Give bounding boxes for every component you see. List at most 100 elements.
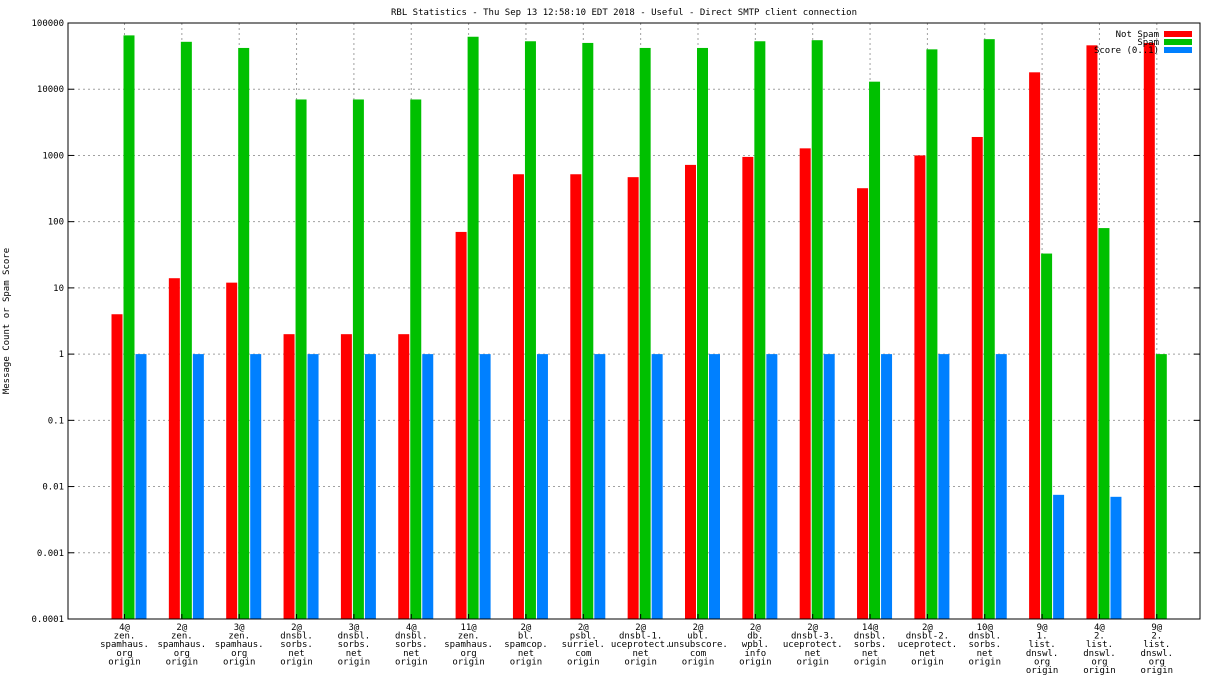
x-tick-label-line: dnswl. [1083,649,1116,659]
score-bar [938,354,950,619]
spam-bar [467,36,479,619]
x-tick-label-line: dnsbl. [280,632,313,642]
spam-bar [180,41,192,620]
y-tick-label: 10000 [37,85,64,95]
x-tick-label-line: wpbl. [742,640,769,650]
y-tick-label: 0.0001 [31,615,64,625]
x-tick-label: 3@ zen. spamhaus. org origin [215,623,264,667]
spam-bar [983,39,995,620]
x-tick-label-line: origin [395,657,428,667]
x-tick-label-line: zen. [458,632,480,642]
x-tick-label-line: com [690,649,706,659]
score-bar [881,354,893,619]
x-tick-label-line: 4@ [406,623,417,633]
x-tick-label-line: 3@ [234,623,245,633]
x-tick-label-line: origin [166,657,199,667]
x-tick-label-line: origin [1083,666,1116,676]
spam-bar [123,35,135,620]
score-bar [709,354,720,619]
score-bar [250,354,262,619]
x-tick-label-line: sorbs. [280,640,313,650]
not-spam-bar [570,174,582,619]
score-bar [995,354,1007,619]
x-tick-label-line: 2. [1094,632,1105,642]
x-tick-label: 11@ zen. spamhaus. org origin [444,623,493,667]
x-tick-label-line: org [231,649,247,659]
score-bar [1053,494,1065,619]
x-tick-label-line: list. [1029,640,1056,650]
spam-bar [238,47,250,619]
legend-swatch [1164,31,1192,37]
x-tick-label-line: net [288,649,304,659]
x-tick-label: 10@ dnsbl. sorbs. net origin [968,623,1001,667]
x-tick-label-line: net [805,649,821,659]
not-spam-bar [1086,45,1098,619]
x-tick-label-line: 4@ [1094,623,1105,633]
x-tick-label-line: 2@ [635,623,646,633]
x-tick-label: 2@ dnsbl-2. uceprotect. net origin [898,623,958,667]
x-tick-label-line: origin [796,657,829,667]
x-tick-label-line: sorbs. [968,640,1001,650]
not-spam-bar [914,155,926,619]
x-tick-label-line: surriel. [562,640,605,650]
score-bar [422,354,434,619]
y-axis-label: Message Count or Spam Score [2,248,12,394]
score-bar [479,354,491,619]
x-tick-label-line: 9@ [1151,623,1162,633]
x-tick-label-line: origin [911,657,944,667]
spam-bar [582,42,594,619]
x-tick-label-line: zen. [171,632,193,642]
x-tick-label-line: origin [338,657,371,667]
not-spam-bar [857,188,869,619]
chart-title: RBL Statistics - Thu Sep 13 12:58:10 EDT… [391,8,857,18]
x-tick-label-line: dnswl. [1141,649,1174,659]
x-tick-label-line: net [919,649,935,659]
x-tick-label: 2@ dnsbl. sorbs. net origin [280,623,313,667]
x-tick-label-line: org [116,649,132,659]
x-tick-label-line: list. [1086,640,1113,650]
spam-bar [1098,228,1110,619]
x-tick-label-line: uceprotect. [611,640,671,650]
spam-bar [811,40,823,619]
not-spam-bar [742,156,754,620]
y-tick-label: 100 [48,218,64,228]
x-tick-label-line: 10@ [977,623,994,633]
x-tick-label-line: 2@ [521,623,532,633]
x-tick-label-line: dnsbl-2. [906,632,949,642]
spam-bar [1041,253,1053,619]
x-tick-label-line: net [346,649,362,659]
x-tick-label-line: origin [223,657,256,667]
x-tick-label: 14@ dnsbl. sorbs. net origin [854,623,887,667]
x-tick-label-line: dnswl. [1026,649,1059,659]
not-spam-bar [168,278,180,619]
x-tick-label-line: sorbs. [395,640,428,650]
x-tick-label-line: origin [567,657,600,667]
spam-bar [869,81,881,620]
legend-label: Spam [1137,38,1159,48]
x-tick-label-line: uceprotect. [783,640,843,650]
x-tick-label-line: bl. [518,632,534,642]
x-tick-label-line: origin [1026,666,1059,676]
x-tick-label-line: db. [747,632,763,642]
x-tick-label-line: origin [452,657,485,667]
not-spam-bar [111,314,123,619]
plot-border [67,22,1201,620]
x-tick-label-line: uceprotect. [898,640,958,650]
score-bar [135,354,147,619]
legend-label: Score (0..1) [1094,46,1159,56]
not-spam-bar [340,334,352,619]
y-tick-label: 0.1 [48,416,64,426]
spam-bar [926,49,938,619]
x-tick-label-line: zen. [114,632,136,642]
x-tick-label-line: 2@ [693,623,704,633]
x-tick-label-line: 2@ [578,623,589,633]
x-tick-label: 3@ dnsbl. sorbs. net origin [338,623,371,667]
x-tick-label-line: org [1091,657,1107,667]
score-bar [823,354,835,619]
not-spam-bar [799,148,811,619]
x-tick-label: 4@ zen. spamhaus. org origin [100,623,149,667]
x-tick-label-line: sorbs. [854,640,887,650]
x-tick-label-line: dnsbl. [395,632,428,642]
